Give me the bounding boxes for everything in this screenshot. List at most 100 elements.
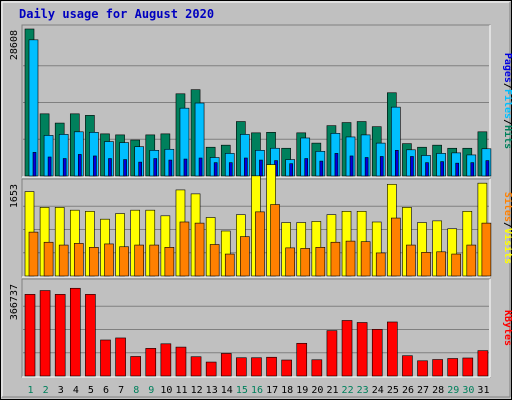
series-kbytes	[24, 287, 489, 377]
day-label: 20	[311, 385, 323, 396]
day-label: 9	[148, 385, 154, 396]
bar-pages	[395, 150, 399, 177]
bar-pages	[349, 155, 354, 177]
bar-sites	[270, 204, 280, 277]
bar-kbytes	[115, 337, 126, 377]
chart-title: Daily usage for August 2020	[19, 7, 214, 21]
bar-sites	[360, 241, 371, 277]
bar-kbytes	[130, 356, 141, 377]
bar-pages	[198, 157, 203, 177]
bar-pages	[470, 162, 475, 177]
day-label: 10	[160, 385, 172, 396]
day-label: 26	[402, 385, 414, 396]
bar-pages	[289, 163, 293, 177]
day-label: 23	[357, 385, 369, 396]
bar-kbytes	[220, 353, 232, 377]
bar-sites	[315, 247, 326, 277]
legend-part: KBytes	[502, 310, 512, 346]
bar-kbytes	[402, 355, 413, 377]
bar-pages	[138, 161, 142, 177]
day-axis-labels: 1 2 3 4 5 6 7 8 9 10 11 12 13 14 15 16 17 18 19 20 21 22 23 24 2…	[28, 385, 490, 396]
bar-sites	[104, 243, 114, 277]
bar-sites	[119, 246, 129, 277]
bar-kbytes	[160, 343, 172, 377]
bar-pages	[213, 162, 218, 177]
bar-pages	[259, 159, 263, 177]
bar-sites	[255, 211, 265, 277]
y-max-label: 366737	[9, 284, 20, 320]
bar-pages	[455, 162, 460, 177]
bar-pages	[123, 159, 127, 177]
bar-kbytes	[477, 350, 489, 377]
bar-kbytes	[311, 359, 323, 377]
series-legend-label: Pages/Files/Hits	[502, 53, 512, 149]
day-label: 13	[206, 385, 218, 396]
bar-kbytes	[447, 358, 459, 377]
day-label: 3	[58, 385, 64, 396]
bar-kbytes	[100, 339, 111, 377]
bar-pages	[379, 156, 384, 177]
day-label: 24	[372, 385, 384, 396]
series-pages	[32, 150, 490, 177]
bar-sites	[436, 251, 446, 277]
bar-sites	[179, 221, 190, 277]
bar-pages	[319, 160, 324, 177]
series-legend-label: Sites/Visits	[502, 192, 512, 264]
bar-pages	[440, 161, 444, 177]
bar-kbytes	[356, 322, 368, 377]
day-label: 30	[462, 385, 474, 396]
y-max-label: 1653	[9, 184, 20, 208]
bar-kbytes	[387, 321, 398, 377]
day-label: 14	[221, 385, 233, 396]
bar-sites	[345, 240, 356, 277]
bar-pages	[108, 158, 112, 177]
bar-pages	[485, 160, 490, 177]
bar-kbytes	[205, 361, 217, 377]
bar-pages	[228, 162, 233, 177]
bar-sites	[481, 222, 492, 277]
day-label: 8	[133, 385, 139, 396]
day-label: 12	[191, 385, 203, 396]
bar-kbytes	[326, 330, 338, 377]
bar-pages	[304, 158, 309, 177]
bar-sites	[375, 252, 386, 277]
day-label: 21	[326, 385, 338, 396]
bar-sites	[89, 247, 99, 277]
bar-sites	[149, 244, 160, 277]
bar-kbytes	[296, 342, 308, 377]
bar-sites	[421, 252, 431, 277]
panel-2: 1653 Sites/Visits	[9, 164, 512, 278]
bar-kbytes	[432, 359, 443, 377]
day-label: 17	[266, 385, 278, 396]
bar-sites	[58, 244, 69, 277]
day-label: 19	[296, 385, 308, 396]
bar-pages	[183, 158, 188, 177]
bar-kbytes	[236, 357, 247, 377]
bar-pages	[32, 152, 37, 177]
bar-pages	[410, 156, 414, 177]
day-label: 1	[28, 385, 34, 396]
day-label: 27	[417, 385, 429, 396]
legend-part: Visits	[502, 228, 512, 264]
bar-kbytes	[69, 287, 81, 377]
day-label: 4	[73, 385, 79, 396]
bar-pages	[244, 157, 248, 177]
legend-part: Files	[502, 89, 512, 119]
legend-part: /	[502, 222, 512, 228]
bar-kbytes	[251, 357, 262, 377]
panel-3: 366737 KBytes	[9, 278, 512, 378]
legend-part: Hits	[502, 125, 512, 149]
bar-pages	[62, 158, 67, 177]
bar-kbytes	[145, 348, 157, 377]
bar-kbytes	[462, 357, 474, 377]
bar-pages	[93, 155, 97, 177]
bar-sites	[224, 253, 235, 277]
bar-sites	[194, 222, 205, 277]
bar-kbytes	[417, 360, 428, 377]
bar-kbytes	[190, 356, 202, 377]
bar-sites	[240, 236, 250, 277]
bar-kbytes	[85, 294, 96, 377]
bar-sites	[391, 217, 401, 277]
